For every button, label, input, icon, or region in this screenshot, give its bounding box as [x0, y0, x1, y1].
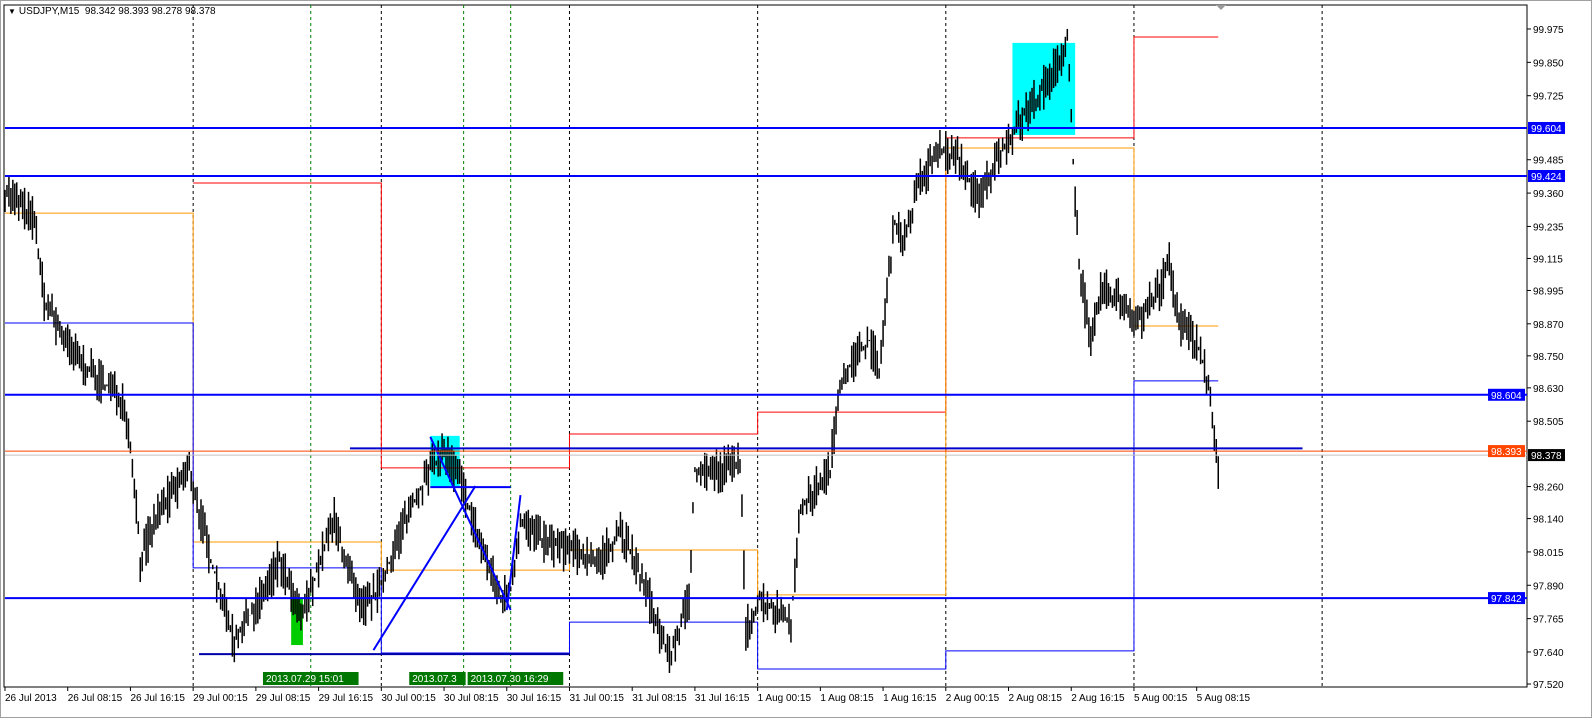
ohlc-values: 98.342 98.393 98.278 98.378: [84, 6, 216, 17]
y-tick-label: 98.015: [1533, 548, 1564, 559]
y-tick-label: 99.485: [1533, 156, 1564, 167]
hline-price-label-bg: [1488, 592, 1525, 605]
y-tick-label: 97.890: [1533, 581, 1564, 592]
symbol-label: USDJPY,M15: [18, 6, 80, 17]
y-tick-label: 99.235: [1533, 222, 1564, 233]
time-marker-label-bg: [262, 672, 359, 685]
y-tick-label: 98.630: [1533, 384, 1564, 395]
y-tick-label: 99.360: [1533, 189, 1564, 200]
x-tick-label: 1 Aug 08:15: [820, 693, 874, 704]
hline-price-label: 99.604: [1531, 124, 1562, 135]
y-tick-label: 99.725: [1533, 92, 1564, 103]
y-tick-label: 97.520: [1533, 680, 1564, 691]
x-tick-label: 31 Jul 00:15: [569, 693, 624, 704]
hline-price-label-bg: [1528, 121, 1565, 134]
x-tick-label: 1 Aug 16:15: [883, 693, 937, 704]
trendline: [372, 485, 477, 651]
x-tick-label: 30 Jul 00:15: [381, 693, 436, 704]
time-marker-label-bg: [409, 672, 466, 685]
y-tick-label: 97.640: [1533, 648, 1564, 659]
pivot-line-blue: [5, 322, 1219, 670]
x-tick-label: 2 Aug 16:15: [1071, 693, 1125, 704]
hline-price-label-bg: [1488, 388, 1525, 401]
x-tick-label: 2 Aug 08:15: [1009, 693, 1063, 704]
x-tick-label: 31 Jul 08:15: [632, 693, 687, 704]
hline-price-label: 97.842: [1491, 594, 1522, 605]
ask-price-label: 98.393: [1491, 447, 1522, 458]
x-tick-label: 30 Jul 08:15: [444, 693, 499, 704]
triangle-down-icon[interactable]: ▼: [8, 7, 16, 16]
chart-shift-icon: [1216, 5, 1226, 10]
x-tick-label: 29 Jul 00:15: [193, 693, 248, 704]
hline-price-label: 98.604: [1491, 391, 1522, 402]
y-tick-label: 98.260: [1533, 483, 1564, 494]
y-tick-label: 99.850: [1533, 58, 1564, 69]
plot-area: [3, 4, 1528, 688]
y-tick-label: 98.750: [1533, 352, 1564, 363]
y-tick-label: 97.765: [1533, 615, 1564, 626]
x-tick-label: 29 Jul 08:15: [256, 693, 311, 704]
bid-price-label: 98.378: [1531, 451, 1562, 462]
highlight-rectangle: [430, 435, 460, 488]
chart-header: ▼ USDJPY,M15 98.342 98.393 98.278 98.378: [8, 6, 216, 17]
trendline: [505, 494, 522, 611]
hline-price-label: 99.424: [1531, 172, 1562, 183]
x-tick-label: 5 Aug 00:15: [1134, 693, 1188, 704]
x-tick-label: 2 Aug 00:15: [946, 693, 1000, 704]
bid-price-label-bg: [1528, 449, 1565, 462]
pivot-line-red: [193, 36, 1219, 469]
x-tick-label: 5 Aug 08:15: [1197, 693, 1251, 704]
y-tick-label: 98.995: [1533, 286, 1564, 297]
x-tick-label: 30 Jul 16:15: [507, 693, 562, 704]
y-tick-label: 98.505: [1533, 417, 1564, 428]
pivot-line-orange: [5, 147, 1219, 596]
hline-price-label-bg: [1528, 170, 1565, 183]
x-tick-label: 26 Jul 2013: [5, 693, 57, 704]
x-tick-label: 26 Jul 16:15: [130, 693, 185, 704]
x-tick-label: 29 Jul 16:15: [319, 693, 374, 704]
time-marker-label: 2013.07.3: [412, 674, 457, 685]
x-tick-label: 31 Jul 16:15: [695, 693, 750, 704]
time-marker-label: 2013.07.30 16:29: [471, 674, 549, 685]
y-tick-label: 99.975: [1533, 25, 1564, 36]
time-marker-label-bg: [467, 672, 564, 685]
ask-price-label-bg: [1488, 445, 1525, 458]
y-tick-label: 98.140: [1533, 515, 1564, 526]
x-tick-label: 1 Aug 00:15: [758, 693, 812, 704]
x-tick-label: 26 Jul 08:15: [68, 693, 123, 704]
time-marker-label: 2013.07.29 15:01: [266, 674, 344, 685]
y-tick-label: 98.870: [1533, 320, 1564, 331]
y-tick-label: 99.115: [1533, 254, 1563, 265]
trendline: [429, 436, 512, 611]
